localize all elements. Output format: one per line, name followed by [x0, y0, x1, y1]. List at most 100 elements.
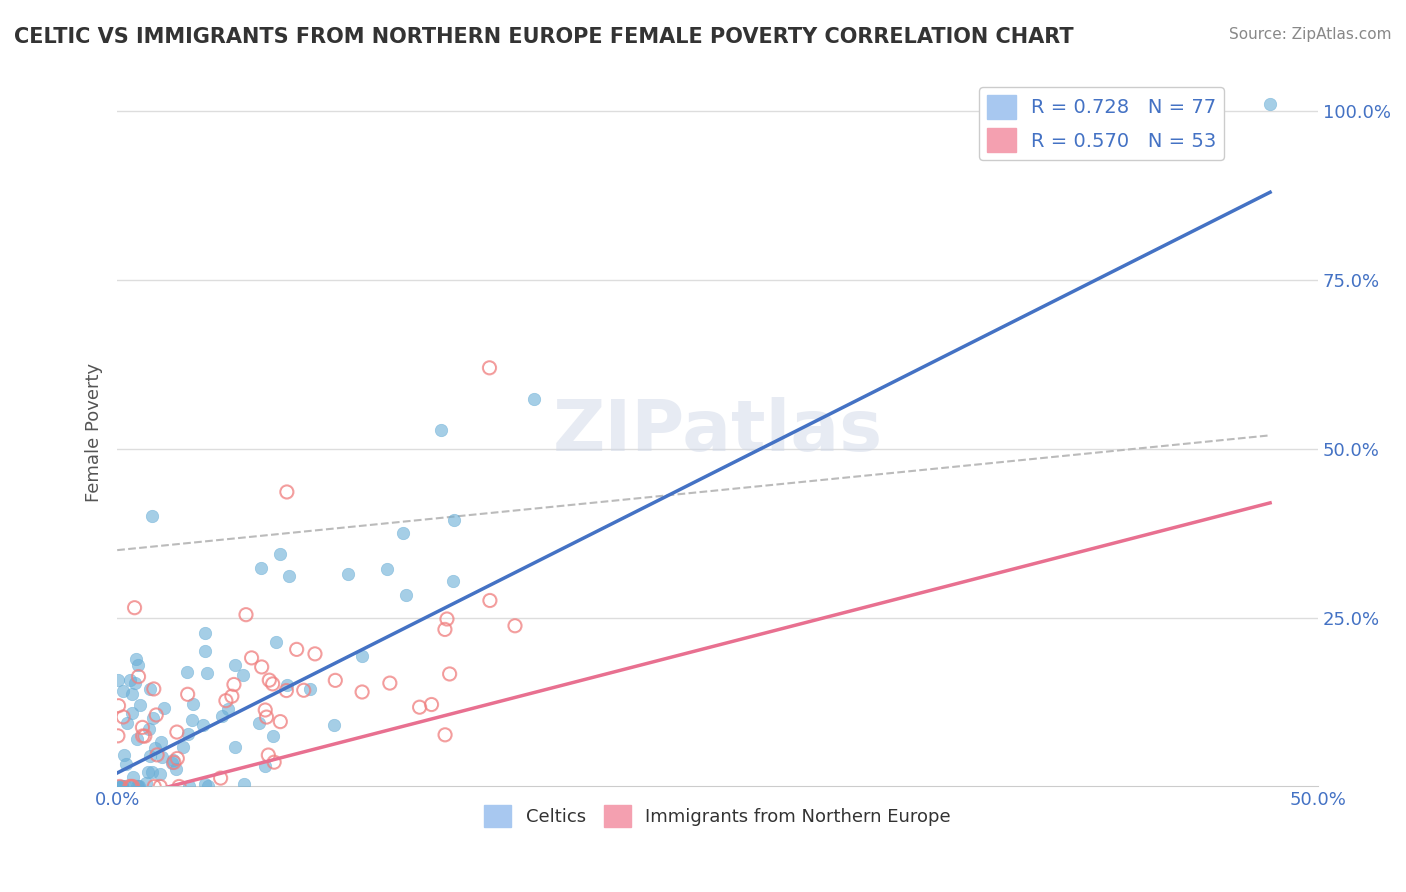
Point: [503, 619, 526, 633]
Point: [249, 561, 271, 575]
Point: [128, 670, 150, 684]
Point: [107, 673, 129, 687]
Point: [136, 764, 159, 779]
Point: [120, 780, 142, 794]
Point: [149, 780, 172, 794]
Point: [439, 667, 461, 681]
Point: [285, 642, 308, 657]
Point: [172, 739, 194, 754]
Point: [145, 708, 167, 723]
Point: [433, 623, 456, 637]
Point: [209, 771, 232, 785]
Point: [181, 713, 204, 727]
Point: [439, 667, 461, 681]
Point: [215, 693, 238, 707]
Point: [121, 780, 143, 794]
Point: [166, 751, 188, 765]
Point: [121, 780, 143, 794]
Point: [114, 780, 136, 794]
Point: [115, 716, 138, 731]
Point: [141, 764, 163, 779]
Point: [163, 756, 186, 770]
Point: [235, 607, 257, 622]
Point: [224, 657, 246, 672]
Point: [124, 676, 146, 690]
Point: [143, 741, 166, 756]
Point: [254, 703, 277, 717]
Point: [420, 698, 443, 712]
Point: [107, 698, 129, 713]
Point: [209, 771, 232, 785]
Point: [143, 780, 166, 794]
Point: [276, 485, 298, 500]
Point: [503, 619, 526, 633]
Point: [211, 709, 233, 723]
Point: [129, 698, 152, 712]
Point: [166, 751, 188, 765]
Point: [408, 700, 430, 714]
Point: [138, 723, 160, 737]
Point: [194, 777, 217, 791]
Point: [250, 660, 273, 674]
Point: [375, 562, 398, 576]
Point: [163, 756, 186, 770]
Point: [125, 732, 148, 747]
Legend: Celtics, Immigrants from Northern Europe: Celtics, Immigrants from Northern Europe: [477, 797, 959, 834]
Point: [111, 684, 134, 698]
Point: [118, 780, 141, 794]
Point: [131, 720, 153, 734]
Point: [111, 780, 134, 794]
Point: [108, 780, 131, 794]
Point: [269, 547, 291, 561]
Point: [146, 747, 169, 762]
Point: [124, 600, 146, 615]
Text: ZIPatlas: ZIPatlas: [553, 398, 883, 467]
Point: [277, 569, 299, 583]
Point: [120, 780, 142, 794]
Point: [221, 690, 243, 704]
Point: [176, 665, 198, 679]
Point: [107, 729, 129, 743]
Point: [142, 681, 165, 696]
Point: [436, 612, 458, 626]
Point: [352, 685, 374, 699]
Point: [110, 780, 132, 794]
Point: [121, 687, 143, 701]
Point: [478, 360, 501, 375]
Point: [276, 683, 298, 698]
Point: [177, 727, 200, 741]
Point: [145, 708, 167, 723]
Point: [224, 739, 246, 754]
Point: [141, 509, 163, 524]
Point: [150, 735, 173, 749]
Point: [285, 642, 308, 657]
Point: [257, 747, 280, 762]
Point: [125, 780, 148, 794]
Point: [276, 485, 298, 500]
Point: [478, 593, 501, 607]
Point: [167, 780, 190, 794]
Point: [232, 777, 254, 791]
Point: [222, 677, 245, 691]
Point: [107, 729, 129, 743]
Point: [118, 780, 141, 794]
Point: [259, 673, 281, 688]
Point: [523, 392, 546, 406]
Point: [160, 756, 183, 770]
Point: [193, 718, 215, 732]
Point: [135, 776, 157, 790]
Point: [430, 423, 453, 437]
Point: [240, 651, 263, 665]
Point: [122, 771, 145, 785]
Point: [254, 703, 277, 717]
Point: [131, 729, 153, 743]
Point: [304, 647, 326, 661]
Point: [128, 780, 150, 794]
Point: [127, 780, 149, 794]
Point: [148, 767, 170, 781]
Point: [235, 607, 257, 622]
Point: [153, 700, 176, 714]
Point: [112, 710, 135, 724]
Point: [247, 715, 270, 730]
Point: [262, 677, 284, 691]
